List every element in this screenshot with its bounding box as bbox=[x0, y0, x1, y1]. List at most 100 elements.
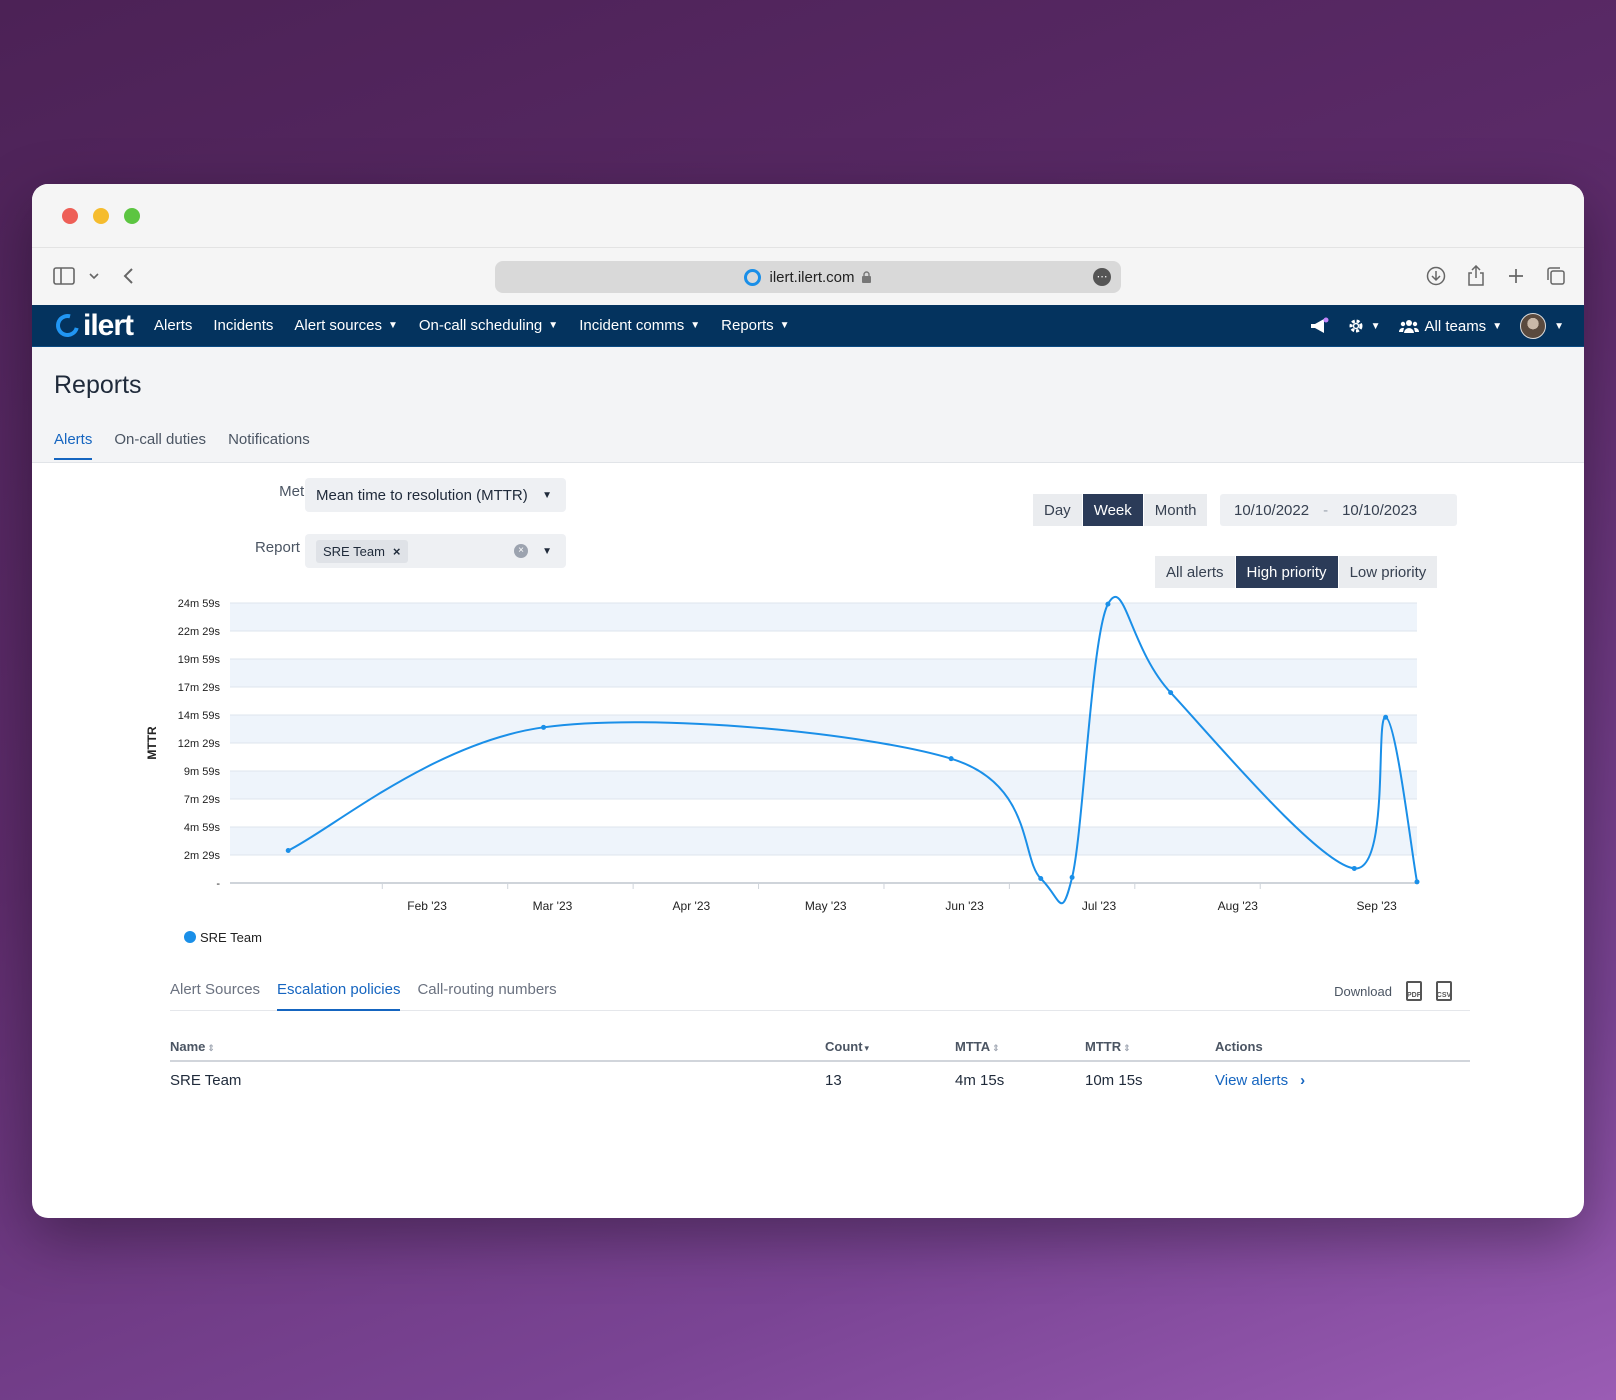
col-mtta[interactable]: MTTA ⇕ bbox=[955, 1033, 1085, 1062]
y-tick-label: 7m 29s bbox=[184, 794, 221, 806]
nav-incidents[interactable]: Incidents bbox=[213, 317, 274, 334]
teams-selector[interactable]: All teams ▼ bbox=[1398, 318, 1503, 335]
date-from[interactable]: 10/10/2022 bbox=[1234, 501, 1310, 519]
sort-icon: ⇕ bbox=[992, 1043, 1000, 1053]
view-alerts-link[interactable]: View alerts › bbox=[1215, 1072, 1306, 1089]
granularity-week[interactable]: Week bbox=[1082, 494, 1144, 526]
data-point bbox=[1105, 601, 1111, 607]
data-point bbox=[948, 756, 954, 762]
cell-mttr: 10m 15s bbox=[1085, 1072, 1143, 1089]
date-separator: - bbox=[1323, 501, 1329, 519]
date-to[interactable]: 10/10/2023 bbox=[1342, 501, 1418, 519]
report-tabs: Alerts On-call duties Notifications bbox=[54, 431, 332, 460]
sort-icon: ⇕ bbox=[207, 1043, 215, 1053]
x-tick-label: Jun '23 bbox=[945, 899, 984, 913]
cell-count: 13 bbox=[825, 1072, 842, 1089]
metric-select[interactable]: Mean time to resolution (MTTR) ▼ bbox=[305, 478, 566, 512]
ilert-logo-icon bbox=[51, 309, 84, 342]
report-content: Metric Mean time to resolution (MTTR) ▼ … bbox=[32, 463, 1584, 1089]
granularity-month[interactable]: Month bbox=[1143, 494, 1209, 526]
data-point bbox=[1038, 876, 1044, 882]
grid-band bbox=[230, 771, 1417, 799]
x-tick-label: Mar '23 bbox=[533, 899, 573, 913]
chevron-down-icon: ▼ bbox=[779, 320, 790, 331]
data-point bbox=[285, 848, 291, 854]
download-label: Download bbox=[1334, 983, 1392, 999]
browser-toolbar: ilert.ilert.com ⋯ bbox=[32, 248, 1584, 305]
user-menu[interactable]: ▼ bbox=[1520, 313, 1564, 339]
grid-band bbox=[230, 715, 1417, 743]
chevron-down-icon: ▼ bbox=[542, 489, 552, 501]
priority-all[interactable]: All alerts bbox=[1155, 556, 1236, 588]
report-by-select[interactable]: SRE Team × × ▼ bbox=[305, 534, 566, 568]
address-bar[interactable]: ilert.ilert.com ⋯ bbox=[495, 261, 1121, 293]
minimize-window-button[interactable] bbox=[93, 208, 109, 224]
close-window-button[interactable] bbox=[62, 208, 78, 224]
legend-swatch bbox=[184, 931, 196, 943]
tab-overview-icon[interactable] bbox=[1544, 264, 1568, 288]
tab-alerts[interactable]: Alerts bbox=[54, 431, 93, 460]
title-bar bbox=[32, 184, 1584, 248]
priority-low[interactable]: Low priority bbox=[1338, 556, 1439, 588]
nav-alerts[interactable]: Alerts bbox=[154, 317, 193, 334]
x-tick-label: Feb '23 bbox=[407, 899, 447, 913]
tab-call-routing-numbers[interactable]: Call-routing numbers bbox=[417, 981, 557, 998]
ilert-logo[interactable]: ilert bbox=[51, 305, 134, 347]
nav-alert-sources[interactable]: Alert sources ▼ bbox=[294, 317, 398, 334]
y-tick-label: 14m 59s bbox=[178, 710, 221, 722]
data-point bbox=[1168, 690, 1174, 696]
page-header: Reports Alerts On-call duties Notificati… bbox=[32, 347, 1584, 463]
maximize-window-button[interactable] bbox=[124, 208, 140, 224]
pdf-download-icon[interactable]: PDF bbox=[1406, 981, 1422, 1001]
chevron-down-icon[interactable] bbox=[82, 264, 106, 288]
nav-on-call-scheduling[interactable]: On-call scheduling ▼ bbox=[418, 317, 559, 334]
y-tick-label: 2m 29s bbox=[184, 850, 221, 862]
cell-name: SRE Team bbox=[170, 1072, 242, 1089]
data-point bbox=[541, 724, 547, 730]
col-count[interactable]: Count ▾ bbox=[825, 1033, 955, 1062]
x-tick-label: Aug '23 bbox=[1218, 899, 1259, 913]
priority-high[interactable]: High priority bbox=[1235, 556, 1339, 588]
clear-selection-icon[interactable]: × bbox=[514, 544, 528, 558]
data-point bbox=[1069, 874, 1075, 880]
chevron-down-icon: ▼ bbox=[1492, 320, 1503, 332]
granularity-day[interactable]: Day bbox=[1033, 494, 1083, 526]
avatar bbox=[1520, 313, 1547, 339]
y-tick-label: 4m 59s bbox=[184, 822, 221, 834]
col-name[interactable]: Name ⇕ bbox=[170, 1033, 825, 1062]
site-favicon-icon bbox=[744, 268, 762, 286]
col-mttr[interactable]: MTTR ⇕ bbox=[1085, 1033, 1215, 1062]
chevron-down-icon: ▼ bbox=[387, 320, 398, 331]
chevron-down-icon: ▼ bbox=[1370, 320, 1381, 332]
nav-incident-comms[interactable]: Incident comms ▼ bbox=[579, 317, 701, 334]
cell-mtta: 4m 15s bbox=[955, 1072, 1005, 1089]
nav-right-group: ▼ All teams ▼ ▼ bbox=[1291, 305, 1564, 347]
download-icon[interactable] bbox=[1424, 264, 1448, 288]
sidebar-toggle-icon[interactable] bbox=[52, 264, 76, 288]
share-icon[interactable] bbox=[1464, 264, 1488, 288]
csv-download-icon[interactable]: CSV bbox=[1436, 981, 1452, 1001]
data-point bbox=[1383, 714, 1389, 720]
announcement-megaphone-icon[interactable] bbox=[1309, 317, 1329, 335]
back-arrow-icon[interactable] bbox=[116, 264, 140, 288]
page-menu-icon[interactable]: ⋯ bbox=[1093, 268, 1111, 286]
tab-on-call-duties[interactable]: On-call duties bbox=[114, 431, 207, 448]
new-tab-icon[interactable] bbox=[1504, 264, 1528, 288]
chevron-down-icon: ▼ bbox=[548, 320, 559, 331]
grid-band bbox=[230, 603, 1417, 631]
table-header-row: Name ⇕ Count ▾ MTTA ⇕ MTTR ⇕ Actions bbox=[170, 1033, 1470, 1062]
date-range-picker[interactable]: 10/10/2022 - 10/10/2023 bbox=[1220, 494, 1457, 526]
remove-chip-icon[interactable]: × bbox=[392, 543, 401, 559]
report-by-chip: SRE Team × bbox=[316, 539, 408, 563]
x-tick-label: Sep '23 bbox=[1357, 899, 1398, 913]
y-tick-label: 9m 59s bbox=[184, 766, 221, 778]
tab-alert-sources[interactable]: Alert Sources bbox=[170, 981, 261, 998]
settings-menu[interactable]: ▼ bbox=[1347, 317, 1381, 335]
legend-label: SRE Team bbox=[200, 930, 262, 945]
lock-icon bbox=[861, 270, 871, 283]
page-title: Reports bbox=[54, 371, 142, 399]
table-row: SRE Team 13 4m 15s 10m 15s View alerts › bbox=[170, 1061, 1470, 1099]
nav-reports[interactable]: Reports ▼ bbox=[721, 317, 790, 334]
tab-escalation-policies[interactable]: Escalation policies bbox=[277, 981, 401, 1011]
tab-notifications[interactable]: Notifications bbox=[228, 431, 310, 448]
